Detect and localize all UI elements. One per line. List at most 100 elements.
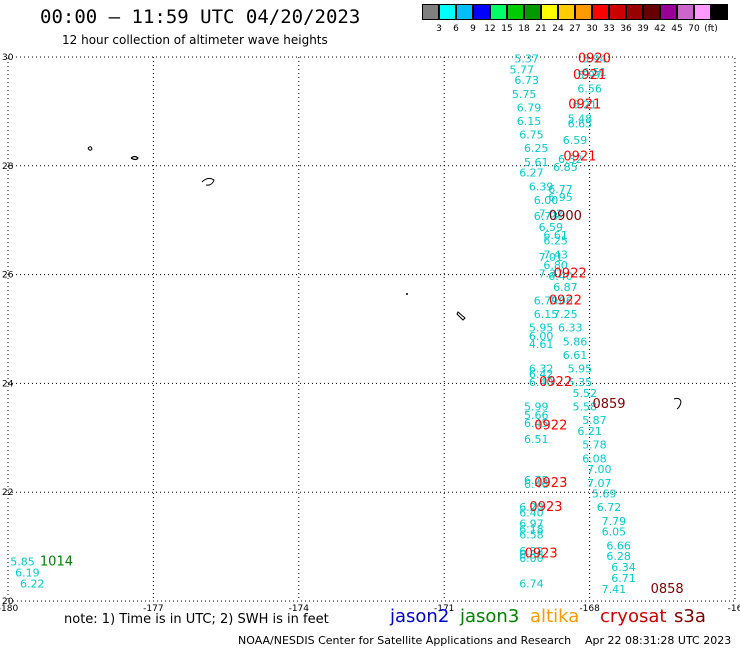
legend-swatch xyxy=(422,4,439,20)
pass-time-label: 0922 xyxy=(554,266,587,281)
legend-swatch xyxy=(643,4,660,20)
wave-height-label: 5.97 xyxy=(577,69,602,82)
legend-label: 3 xyxy=(436,24,442,34)
wave-height-label: 6.25 xyxy=(543,235,568,248)
wave-height-label: 6.42 xyxy=(529,368,554,381)
wave-height-label: 5.78 xyxy=(582,439,607,452)
wave-height-label: 6.61 xyxy=(563,349,588,362)
wave-height-label: 6.51 xyxy=(582,66,607,79)
pass-time-label: 0921 xyxy=(573,68,606,83)
legend-swatch xyxy=(575,4,592,20)
legend-label: 9 xyxy=(470,24,476,34)
legend-swatch xyxy=(456,4,473,20)
wave-height-label: 5.85 xyxy=(10,556,35,569)
legend-label: 21 xyxy=(535,24,547,34)
legend-swatch xyxy=(694,4,711,20)
wave-height-label: 6.32 xyxy=(558,153,583,166)
wave-height-label: 7.06 xyxy=(548,295,573,308)
wave-height-label: 6.05 xyxy=(602,526,627,539)
wave-height-label: 5.86 xyxy=(563,335,588,348)
y-tick-label: 20 xyxy=(2,597,14,607)
wave-height-label: 6.34 xyxy=(611,561,636,574)
wave-height-label: 6.38 xyxy=(519,549,544,562)
satellite-name: jason3 xyxy=(460,606,520,627)
wave-height-label: 5.69 xyxy=(592,488,617,501)
legend-swatch xyxy=(524,4,541,20)
wave-height-label: 5.37 xyxy=(514,52,539,65)
y-tick-label: 30 xyxy=(2,53,14,63)
generation-timestamp: Apr 22 08:31:28 UTC 2023 xyxy=(585,634,732,647)
wave-height-label: 6.32 xyxy=(519,545,544,558)
wave-height-label: 6.00 xyxy=(519,552,544,565)
legend-label: 15 xyxy=(501,24,513,34)
wave-height-label: 6.95 xyxy=(548,191,573,204)
wave-height-label: 6.21 xyxy=(577,425,602,438)
wave-height-label: 6.73 xyxy=(534,210,559,223)
wave-height-label: 5.95 xyxy=(529,322,554,335)
legend-swatch xyxy=(473,4,490,20)
wave-height-label: 6.51 xyxy=(524,433,549,446)
wave-height-label: 5.77 xyxy=(509,63,534,76)
legend-label: 30 xyxy=(586,24,598,34)
legend-swatch xyxy=(592,4,609,20)
legend-swatch xyxy=(558,4,575,20)
legend-swatch xyxy=(677,4,694,20)
legend-swatch xyxy=(711,4,728,20)
wave-height-label: 6.27 xyxy=(519,167,544,180)
island-outline xyxy=(130,155,139,161)
wave-height-label: 5.95 xyxy=(568,363,593,376)
wave-height-label: 6.15 xyxy=(517,115,542,128)
wave-height-label: 5.75 xyxy=(512,88,537,101)
wave-height-label: 6.73 xyxy=(514,74,539,87)
legend-label: 33 xyxy=(603,24,615,34)
x-tick-label: -16 xyxy=(728,604,740,614)
x-tick-label: -168 xyxy=(579,604,600,614)
wave-height-label: 6.46 xyxy=(524,478,549,491)
legend-swatch xyxy=(626,4,643,20)
wave-height-label: 6.85 xyxy=(553,161,578,174)
legend-label: 42 xyxy=(654,24,666,34)
credit-text: NOAA/NESDIS Center for Satellite Applica… xyxy=(238,634,572,647)
legend-swatch xyxy=(439,4,456,20)
legend-swatch xyxy=(660,4,677,20)
x-tick-label: -177 xyxy=(143,604,163,614)
wave-height-label: 6.71 xyxy=(611,572,636,585)
wave-height-label: 6.72 xyxy=(597,501,622,514)
satellite-name: s3a xyxy=(674,606,706,627)
wave-height-label: 6.28 xyxy=(606,550,631,563)
legend-label: 36 xyxy=(620,24,632,34)
wave-height-label: 6.66 xyxy=(606,539,631,552)
wave-height-label: 6.00 xyxy=(529,330,554,343)
legend-label: 18 xyxy=(518,24,530,34)
wave-height-label: 6.87 xyxy=(553,281,578,294)
wave-height-label: 6.21 xyxy=(573,99,598,112)
wave-height-label: 6.61 xyxy=(543,229,568,242)
wave-height-label: 6.58 xyxy=(519,528,544,541)
legend-label: (ft) xyxy=(704,24,718,34)
pass-time-label: 0923 xyxy=(534,476,567,491)
legend-swatch xyxy=(541,4,558,20)
wave-height-label: 6.77 xyxy=(548,183,573,196)
wave-height-label: 6.74 xyxy=(519,577,544,590)
satellite-name: altika xyxy=(530,606,580,627)
wave-height-label: 7.41 xyxy=(602,583,627,596)
x-tick-label: -180 xyxy=(0,604,18,614)
satellite-name: jason2 xyxy=(390,606,450,627)
pass-time-label: 0922 xyxy=(549,294,582,309)
wave-height-label: 6.33 xyxy=(558,322,583,335)
wave-height-label: 5.66 xyxy=(524,409,549,422)
wave-height-label: 6.45 xyxy=(524,417,549,430)
legend-label: 70 xyxy=(688,24,700,34)
legend-swatch xyxy=(507,4,524,20)
pass-time-label: 0921 xyxy=(568,98,601,113)
wave-height-label: 6.75 xyxy=(519,129,544,142)
legend-label: 24 xyxy=(552,24,564,34)
x-tick-label: -171 xyxy=(434,604,454,614)
island-outline xyxy=(201,177,215,186)
legend-label: 39 xyxy=(637,24,649,34)
wave-height-label: 5.52 xyxy=(573,387,598,400)
island-outline xyxy=(456,311,466,321)
wave-height-label: 5.58 xyxy=(573,401,598,414)
wave-height-label: 6.08 xyxy=(582,452,607,465)
